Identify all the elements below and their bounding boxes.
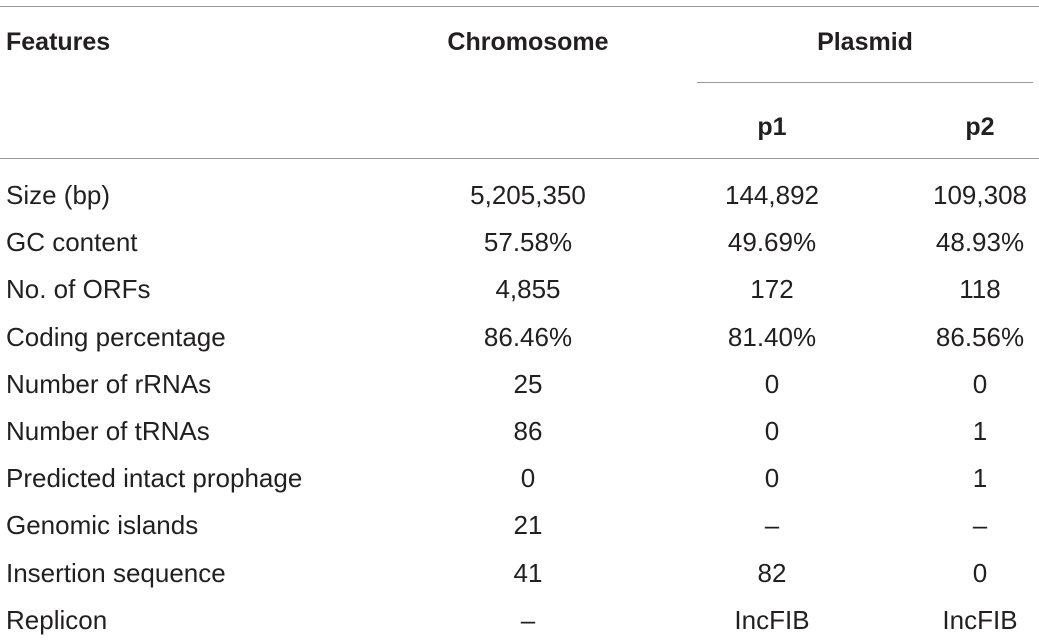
- p2-cell: 1: [972, 463, 988, 493]
- chromosome-cell: 5,205,350: [470, 180, 586, 210]
- p1-cell: 172: [750, 274, 794, 304]
- p2-cell: 118: [959, 274, 1001, 304]
- feature-cell: Coding percentage: [6, 322, 226, 352]
- table-top-rule: [0, 6, 1039, 7]
- chromosome-cell: 4,855: [495, 274, 561, 304]
- header-plasmid: Plasmid: [817, 28, 913, 56]
- p2-cell: IncFIB: [942, 605, 1018, 635]
- feature-cell: Insertion sequence: [6, 558, 226, 588]
- p2-cell: 48.93%: [935, 227, 1025, 257]
- chromosome-cell: 21: [513, 510, 543, 540]
- header-bottom-rule: [0, 158, 1039, 159]
- chromosome-cell: –: [520, 605, 536, 635]
- p2-cell: 1: [972, 416, 988, 446]
- chromosome-cell: 57.58%: [483, 227, 573, 257]
- plasmid-span-rule: [697, 82, 1033, 83]
- chromosome-cell: 25: [513, 369, 543, 399]
- feature-cell: Size (bp): [6, 180, 111, 210]
- p1-cell: 0: [764, 369, 780, 399]
- p1-cell: 82: [757, 558, 787, 588]
- p1-cell: IncFIB: [734, 605, 810, 635]
- p2-cell: –: [972, 510, 988, 540]
- chromosome-cell: 41: [513, 558, 543, 588]
- feature-cell: Predicted intact prophage: [6, 463, 303, 493]
- p2-cell: 0: [972, 558, 988, 588]
- feature-cell: Replicon: [6, 605, 108, 635]
- p1-cell: 0: [764, 463, 780, 493]
- p1-cell: 81.40%: [727, 322, 817, 352]
- p1-cell: 0: [764, 416, 780, 446]
- chromosome-cell: 0: [520, 463, 536, 493]
- p2-cell: 109,308: [933, 180, 1027, 210]
- p1-cell: –: [764, 510, 780, 540]
- p1-cell: 49.69%: [727, 227, 817, 257]
- p1-cell: 144,892: [725, 180, 819, 210]
- feature-cell: No. of ORFs: [6, 274, 151, 304]
- header-p2: p2: [965, 113, 995, 141]
- feature-cell: Number of tRNAs: [6, 416, 210, 446]
- chromosome-cell: 86.46%: [483, 322, 573, 352]
- p2-cell: 86.56%: [935, 322, 1025, 352]
- chromosome-cell: 86: [513, 416, 543, 446]
- header-chromosome: Chromosome: [447, 28, 609, 56]
- header-features: Features: [6, 28, 111, 56]
- feature-cell: Genomic islands: [6, 510, 199, 540]
- feature-cell: GC content: [6, 227, 138, 257]
- feature-cell: Number of rRNAs: [6, 369, 212, 399]
- p2-cell: 0: [972, 369, 988, 399]
- header-p1: p1: [757, 113, 787, 141]
